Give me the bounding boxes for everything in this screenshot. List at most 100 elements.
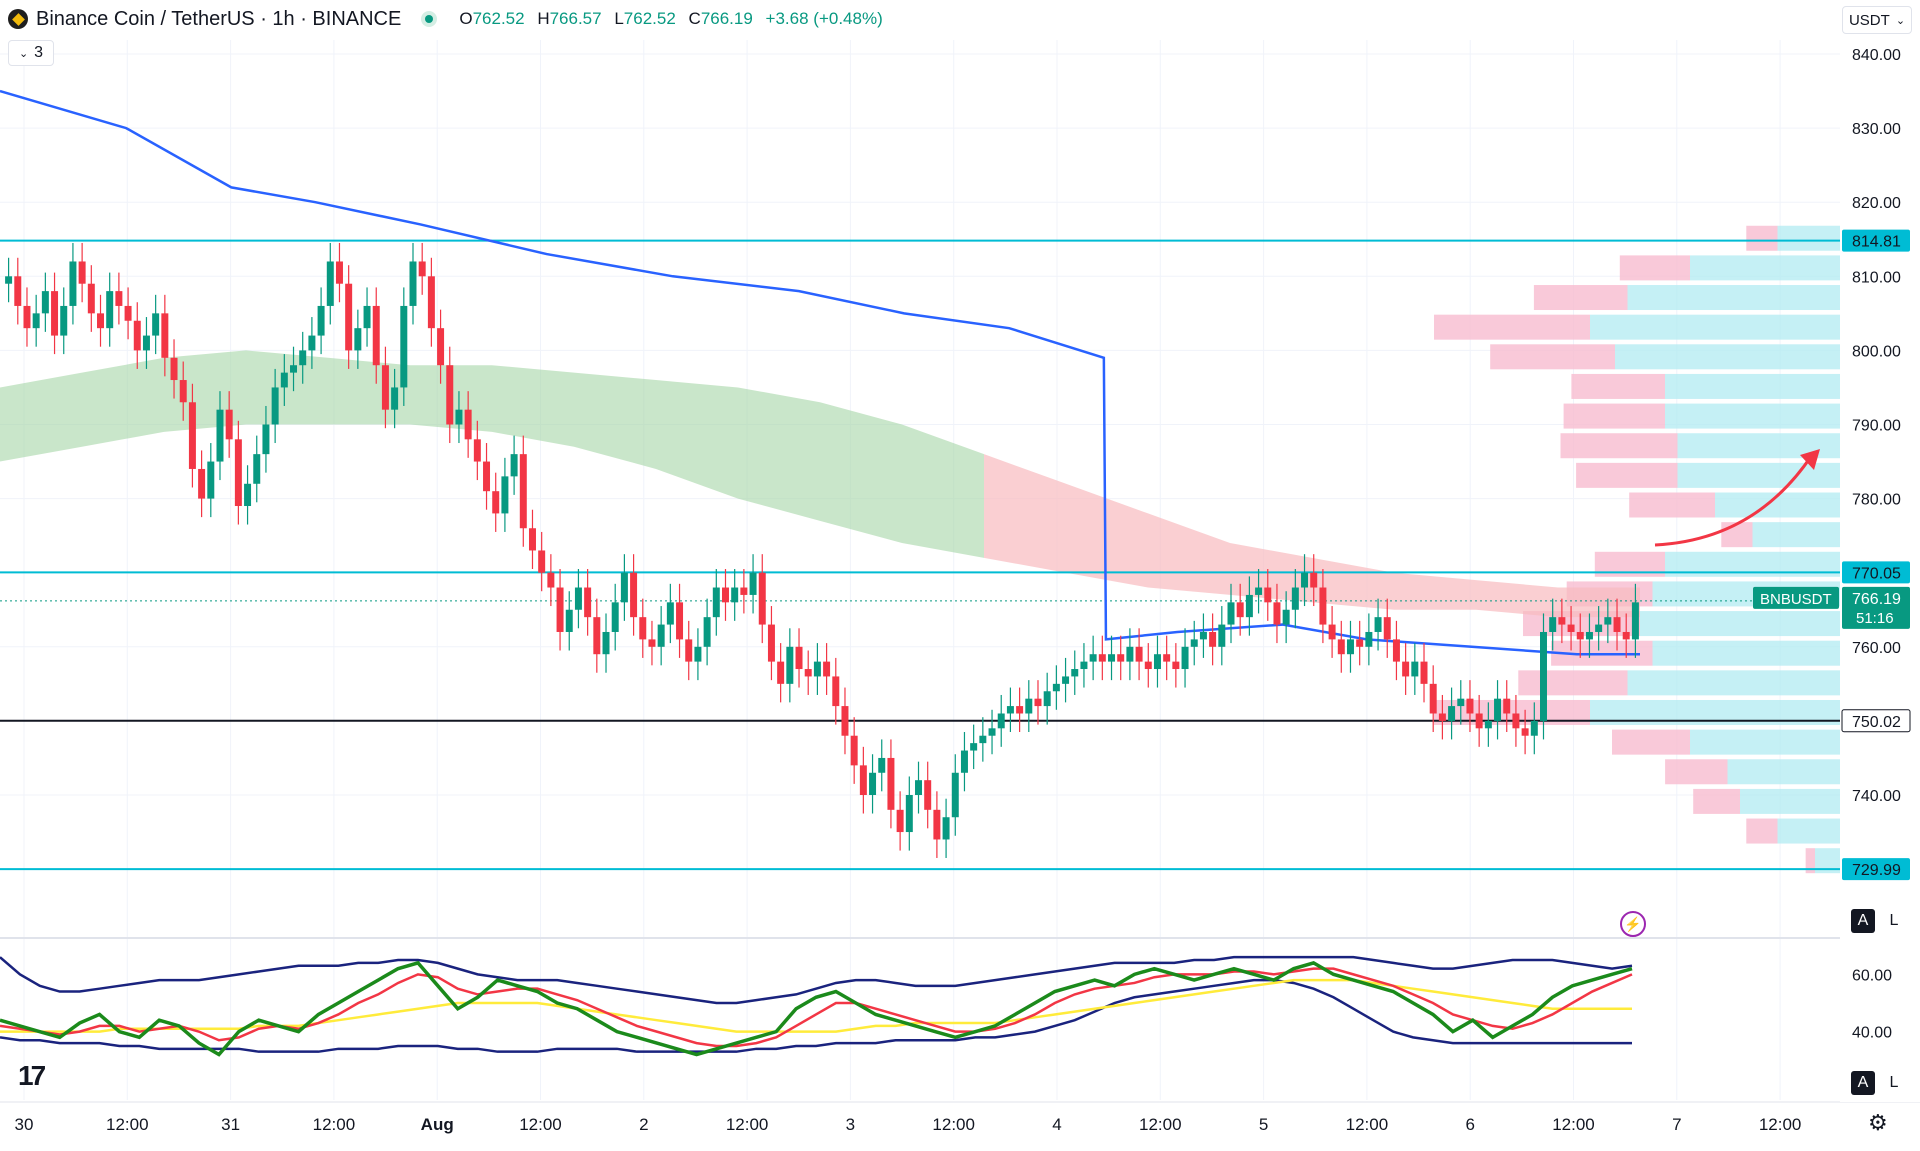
auto-scale-button[interactable]: A [1851, 909, 1875, 933]
candle-body [1135, 646, 1143, 662]
candle-body [41, 291, 49, 314]
vp-up-bar [1752, 522, 1840, 548]
candle-body [1631, 602, 1639, 640]
candle-body [1282, 609, 1290, 625]
candle-body [1163, 654, 1171, 662]
candle-body [951, 772, 959, 818]
rsi-line [0, 960, 1633, 1057]
candle-body [262, 424, 270, 455]
candle-body [997, 713, 1005, 729]
candle-body [354, 328, 362, 351]
tradingview-logo-icon: 17 [18, 1060, 46, 1091]
time-tick-label: 12:00 [1759, 1115, 1802, 1134]
upper-band [0, 955, 1633, 1005]
candle-body [1310, 572, 1318, 588]
candle-body [988, 728, 996, 736]
lightning-icon[interactable]: ⚡ [1620, 911, 1646, 937]
candle-body [492, 491, 500, 514]
gear-icon[interactable]: ⚙ [1868, 1110, 1888, 1135]
candle-body [1530, 720, 1538, 736]
candle-body [574, 587, 582, 610]
candle-body [1098, 654, 1106, 662]
candle-body [1549, 617, 1557, 632]
candle-body [1604, 617, 1612, 625]
candle-body [519, 454, 527, 529]
cloud-bear-area [984, 454, 1640, 618]
candle-body [69, 261, 77, 306]
candle-body [731, 587, 739, 603]
vp-up-bar [1590, 314, 1840, 340]
candle-body [381, 365, 389, 410]
candle-body [1466, 698, 1474, 714]
bar-countdown-label: 51:16 [1856, 610, 1894, 627]
candle-body [960, 750, 968, 773]
candle-body [1429, 683, 1437, 714]
osc-log-scale-button[interactable]: L [1882, 1071, 1906, 1095]
candle-body [1245, 594, 1253, 618]
indicators-toggle-button[interactable]: ⌄ 3 [8, 40, 54, 66]
candle-body [905, 795, 913, 833]
candle-body [694, 646, 702, 662]
candle-body [437, 328, 445, 366]
candle-body [345, 283, 353, 351]
candle-body [786, 646, 794, 684]
candle-body [253, 454, 261, 484]
candle-body [115, 291, 123, 306]
candle-body [795, 646, 803, 670]
candle-body [1503, 698, 1511, 714]
candle-body [593, 617, 601, 655]
candle-body [1181, 646, 1189, 670]
osc-auto-scale-button[interactable]: A [1851, 1071, 1875, 1095]
time-tick-label: 12:00 [726, 1115, 769, 1134]
candle-body [1291, 587, 1299, 610]
candle-body [106, 291, 114, 329]
vp-down-bar [1619, 255, 1690, 281]
candle-body [547, 572, 555, 588]
chevron-down-icon: ⌄ [1895, 14, 1906, 27]
candle-body [335, 261, 343, 284]
candle-body [1328, 624, 1336, 640]
time-tick-label: 12:00 [106, 1115, 149, 1134]
candle-body [372, 305, 380, 366]
candle-body [1448, 706, 1456, 721]
candle-body [832, 676, 840, 707]
candle-body [1365, 631, 1373, 647]
candle-body [1153, 654, 1161, 670]
candle-body [648, 639, 656, 647]
candle-body [1117, 654, 1125, 662]
candle-body [979, 735, 987, 744]
candle-body [777, 661, 785, 684]
candle-body [299, 350, 307, 366]
vp-down-bar [1560, 433, 1678, 459]
candle-body [400, 305, 408, 388]
price-tick-label: 820.00 [1852, 195, 1901, 212]
change-value: +3.68 (+0.48%) [765, 9, 883, 28]
candle-body [179, 380, 187, 403]
level-price-tag [1842, 229, 1910, 252]
candle-body [942, 817, 950, 840]
time-tick-label: 2 [639, 1115, 648, 1134]
candle-body [1264, 587, 1272, 603]
price-tick-label: 810.00 [1852, 269, 1901, 286]
candle-body [455, 409, 463, 425]
currency-select[interactable]: USDT ⌄ [1842, 6, 1912, 34]
candle-body [142, 335, 150, 351]
time-axis[interactable]: 30 12:00 31 12:00 Aug 12:00 2 12:00 3 12:00 4 12:00… [15, 1115, 1802, 1134]
candle-body [87, 283, 95, 314]
low-value: 762.52 [623, 9, 676, 28]
candle-body [630, 572, 638, 618]
level-price-tag [1842, 561, 1910, 584]
candle-body [915, 780, 922, 795]
candle-body [1558, 617, 1566, 625]
candle-body [676, 602, 684, 640]
candle-body [326, 261, 334, 306]
candle-body [887, 757, 895, 810]
high-value: 766.57 [549, 9, 602, 28]
log-scale-button[interactable]: L [1882, 909, 1906, 933]
candle-body [970, 743, 978, 751]
symbol-title[interactable]: Binance Coin / TetherUS · 1h · BINANCE [36, 7, 402, 30]
vp-down-bar [1746, 225, 1778, 251]
vp-up-bar [1652, 640, 1840, 666]
candle-body [427, 276, 435, 329]
